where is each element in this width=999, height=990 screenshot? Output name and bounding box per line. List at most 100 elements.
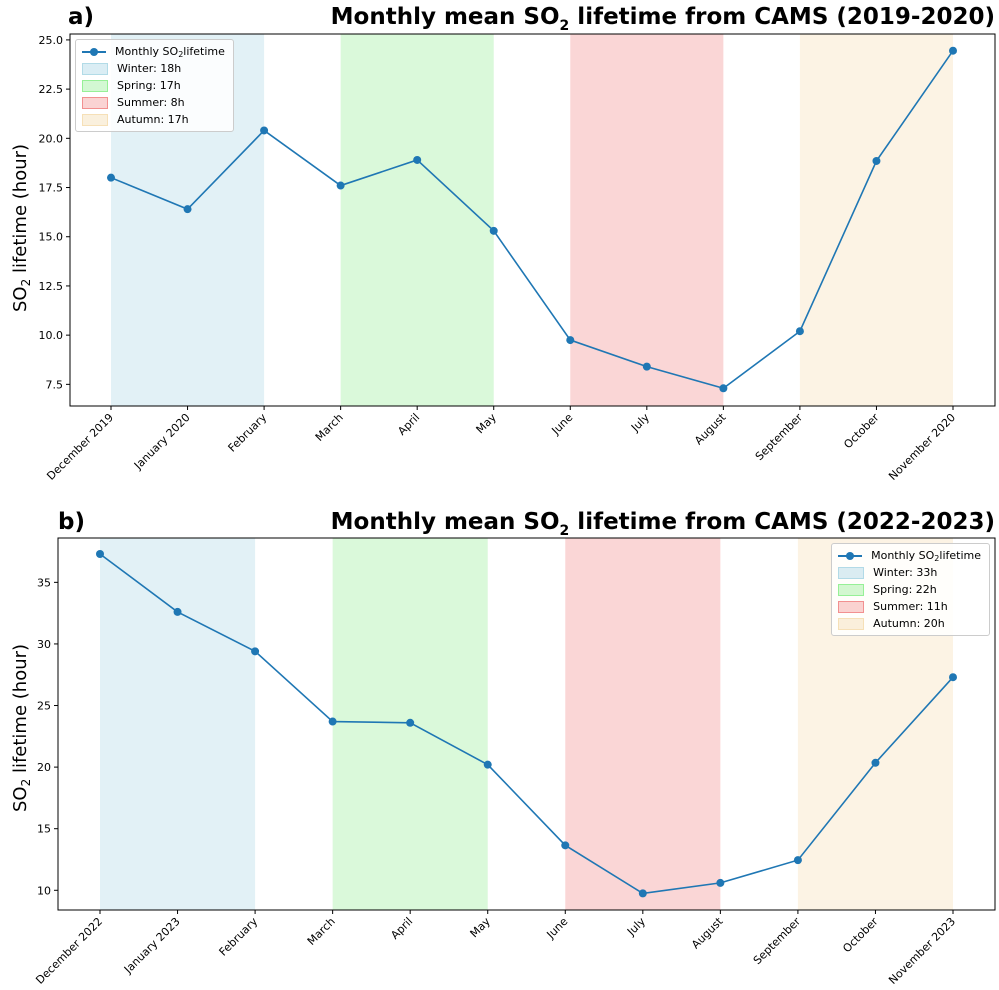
y-tick-label: 30 [37,638,51,651]
legend-swatch-autumn [82,114,108,126]
legend-b-series-sub: 2 [934,550,939,567]
y-tick-label: 17.5 [39,182,64,195]
data-point [184,205,192,213]
data-point [871,759,879,767]
chart-title-b-suffix: lifetime from CAMS (2022-2023) [569,509,995,535]
data-point [107,174,115,182]
x-tick-label: October [841,411,882,452]
y-tick-label: 22.5 [39,83,64,96]
data-point [406,719,414,727]
data-point [251,647,259,655]
data-point [484,761,492,769]
x-tick-label: September [753,411,806,464]
legend-a-spring-label: Spring: 17h [117,77,181,94]
legend-a-winter: Winter: 18h [82,60,225,77]
x-tick-label: May [468,915,494,941]
chart-panel-a: 7.5 10.0 12.5 15.0 17.5 20.0 22.5 25.0 December … [0,0,999,495]
season-band-winter [100,538,255,910]
legend-a-series-prefix: Monthly SO [115,43,178,60]
legend-line-marker [82,47,106,57]
x-tick-label: April [388,915,415,942]
x-tick-label: June [549,411,576,438]
legend-a: Monthly SO 2 lifetime Winter: 18h Spring:… [75,39,234,132]
data-point [337,182,345,190]
x-tick-label: December 2019 [44,411,116,483]
y-tick-label: 15.0 [39,231,64,244]
legend-a-series-sub: 2 [178,46,183,63]
x-tick-label: November 2020 [886,411,958,483]
x-tick-label: July [628,411,652,435]
legend-a-summer: Summer: 8h [82,94,225,111]
legend-swatch-summer [838,601,864,613]
data-point [872,157,880,165]
legend-b-autumn: Autumn: 20h [838,615,981,632]
legend-b: Monthly SO 2 lifetime Winter: 33h Spring:… [831,543,990,636]
x-tick-label: April [395,411,422,438]
legend-swatch-autumn [838,618,864,630]
y-axis-label-b: SO2 lifetime (hour) [10,644,31,812]
y-tick-label: 20.0 [39,132,64,145]
season-band-summer [570,34,723,406]
legend-b-summer: Summer: 11h [838,598,981,615]
legend-b-autumn-label: Autumn: 20h [873,615,945,632]
y-axis-label-a-prefix: SO [10,286,31,312]
data-point [490,227,498,235]
data-point [639,889,647,897]
legend-a-autumn: Autumn: 17h [82,111,225,128]
data-point [329,718,337,726]
data-point [96,550,104,558]
x-tick-label: March [313,411,346,444]
chart-title-a: Monthly mean SO2 lifetime from CAMS (201… [331,4,995,30]
chart-title-a-prefix: Monthly mean SO [331,4,560,30]
legend-a-winter-label: Winter: 18h [117,60,181,77]
legend-b-series: Monthly SO 2 lifetime [838,547,981,564]
x-tick-label: February [217,915,261,959]
data-point [561,841,569,849]
legend-swatch-winter [82,63,108,75]
x-tick-label: September [751,915,804,968]
legend-swatch-summer [82,97,108,109]
legend-swatch-winter [838,567,864,579]
y-axis-label-b-prefix: SO [10,786,31,812]
data-point [796,327,804,335]
y-axis-label-b-suffix: lifetime (hour) [10,644,31,779]
x-tick-label: August [689,914,726,951]
x-tick-label: October [840,915,881,956]
season-band-spring [341,34,494,406]
legend-a-summer-label: Summer: 8h [117,94,185,111]
data-point [566,336,574,344]
x-tick-label: August [692,410,729,447]
legend-b-series-prefix: Monthly SO [871,547,934,564]
legend-a-spring: Spring: 17h [82,77,225,94]
legend-a-series-suffix: lifetime [183,43,225,60]
panel-label-a: a) [68,4,94,30]
y-tick-label: 12.5 [39,280,64,293]
x-tick-label: January 2023 [121,915,183,977]
data-point [949,673,957,681]
panel-label-b: b) [58,509,85,535]
x-tick-label: December 2022 [33,915,105,987]
data-point [260,126,268,134]
data-point [174,608,182,616]
legend-swatch-spring [82,80,108,92]
x-tick-label: January 2020 [131,411,193,473]
y-tick-label: 35 [37,576,51,589]
x-tick-label: June [544,915,571,942]
legend-swatch-spring [838,584,864,596]
chart-title-a-suffix: lifetime from CAMS (2019-2020) [569,4,995,30]
legend-a-autumn-label: Autumn: 17h [117,111,189,128]
legend-b-winter: Winter: 33h [838,564,981,581]
y-axis-label-b-sub: 2 [19,779,33,787]
y-tick-label: 10.0 [39,329,64,342]
y-axis-label-a-sub: 2 [19,279,33,287]
data-point [794,856,802,864]
x-tick-label: March [305,915,338,948]
x-tick-label: July [624,915,648,939]
season-band-autumn [800,34,953,406]
data-point [716,879,724,887]
chart-title-b-sub: 2 [560,523,570,539]
y-tick-label: 25.0 [39,34,64,47]
season-band-summer [565,538,720,910]
data-point [719,384,727,392]
legend-b-series-suffix: lifetime [939,547,981,564]
